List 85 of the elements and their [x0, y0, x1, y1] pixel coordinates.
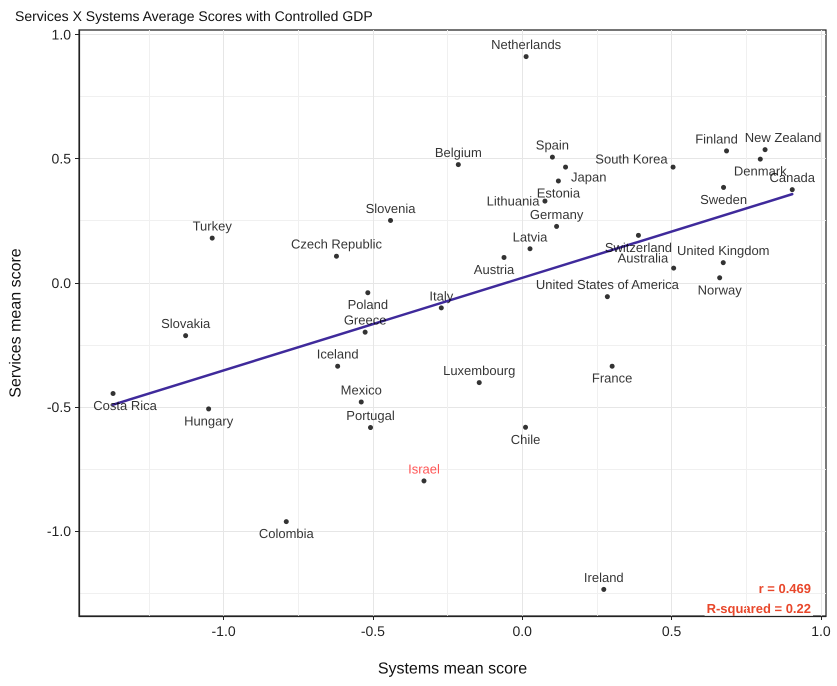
point: [563, 164, 568, 170]
data-label: Belgium: [434, 145, 482, 160]
y-axis-title: Services mean score: [8, 248, 24, 398]
point: [335, 364, 340, 369]
data-label: Costa Rica: [93, 398, 158, 414]
data-label: Czech Republic: [290, 236, 382, 252]
point: [358, 399, 364, 404]
y-tick-label: -0.5: [46, 398, 72, 415]
data-label: Portugal: [346, 408, 395, 424]
x-tick-label: -0.5: [360, 623, 386, 639]
data-label: Hungary: [184, 413, 234, 428]
data-label: Colombia: [258, 526, 315, 542]
point: [554, 224, 560, 229]
y-tick-label: 1.0: [52, 26, 72, 42]
point: [601, 586, 606, 592]
annotation: r = 0.469: [758, 581, 811, 596]
point: [724, 148, 730, 154]
y-tick-label: -1.0: [46, 523, 72, 540]
data-label: Sweden: [700, 192, 748, 207]
data-label: Japan: [571, 170, 606, 185]
point: [334, 254, 339, 259]
data-label: Iceland: [316, 346, 359, 362]
data-label: Luxembourg: [443, 363, 516, 378]
data-label: Finland: [695, 131, 738, 146]
data-label: Mexico: [340, 382, 382, 398]
data-label: Greece: [344, 312, 386, 328]
data-label: Latvia: [512, 229, 548, 244]
point: [762, 147, 768, 152]
x-axis-title: Systems mean score: [378, 660, 528, 678]
point: [604, 294, 610, 300]
data-label: Italy: [429, 288, 454, 304]
point: [421, 478, 426, 484]
point: [556, 178, 561, 184]
point: [362, 330, 368, 335]
point: [365, 290, 370, 296]
data-label: Norway: [698, 282, 742, 298]
x-tick-label: 0.0: [512, 623, 532, 639]
chart-title: Services X Systems Average Scores with Controlled GDP: [15, 8, 373, 24]
x-tick-label: 0.5: [662, 623, 682, 639]
point: [206, 406, 212, 412]
point: [368, 425, 374, 430]
point: [476, 380, 482, 386]
point: [550, 154, 555, 160]
y-tick-label: 0.5: [52, 150, 72, 167]
point: [610, 364, 615, 369]
point: [284, 519, 289, 524]
point: [670, 164, 676, 170]
data-label: Netherlands: [491, 37, 562, 52]
point: [456, 162, 461, 168]
x-tick-label: -1.0: [212, 623, 236, 639]
data-label: New Zealand: [744, 130, 822, 146]
data-label: Turkey: [192, 218, 232, 234]
point: [502, 254, 507, 260]
point: [758, 156, 763, 162]
point: [717, 275, 722, 280]
point: [528, 246, 533, 252]
data-label: Israel: [408, 461, 440, 476]
data-label: United Kingdom: [677, 243, 770, 258]
data-label: Slovenia: [366, 200, 416, 216]
point: [110, 391, 116, 396]
point: [721, 184, 726, 190]
point: [210, 236, 215, 241]
x-tick-label: 1.0: [811, 623, 831, 639]
y-tick-label: 0.0: [52, 274, 72, 291]
data-label: Austria: [474, 262, 516, 277]
point: [790, 187, 795, 192]
data-label: United States of America: [536, 277, 680, 292]
point: [523, 424, 528, 430]
point: [671, 266, 676, 271]
point: [524, 54, 529, 60]
data-label: Spain: [536, 138, 570, 153]
point: [183, 333, 188, 338]
annotation: R-squared = 0.22: [706, 601, 811, 616]
point: [438, 305, 444, 310]
data-label: Slovakia: [161, 316, 211, 332]
data-label: Germany: [530, 206, 584, 222]
data-label: France: [592, 370, 632, 386]
data-label: Poland: [348, 297, 388, 312]
data-label: Chile: [510, 432, 540, 447]
point: [542, 198, 548, 204]
point: [636, 232, 641, 238]
data-label: Ireland: [584, 570, 624, 585]
data-label: South Korea: [595, 152, 668, 167]
point: [388, 218, 394, 223]
point: [720, 260, 726, 266]
